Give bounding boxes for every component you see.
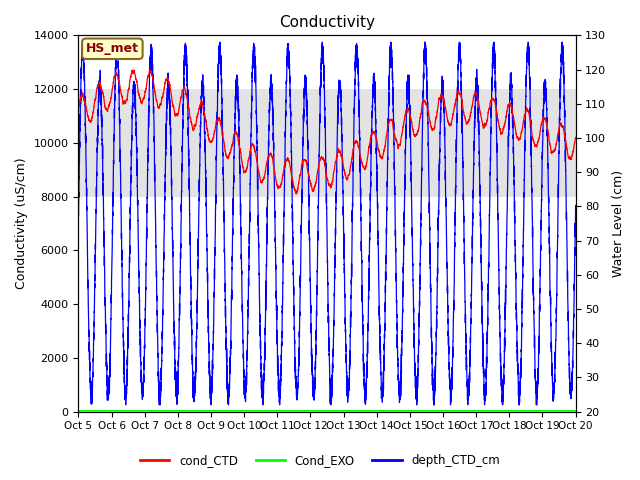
Title: Conductivity: Conductivity xyxy=(279,15,375,30)
Y-axis label: Water Level (cm): Water Level (cm) xyxy=(612,170,625,277)
Text: HS_met: HS_met xyxy=(86,42,139,55)
Legend: cond_CTD, Cond_EXO, depth_CTD_cm: cond_CTD, Cond_EXO, depth_CTD_cm xyxy=(135,449,505,472)
Bar xyxy=(79,89,575,197)
Y-axis label: Conductivity (uS/cm): Conductivity (uS/cm) xyxy=(15,158,28,289)
